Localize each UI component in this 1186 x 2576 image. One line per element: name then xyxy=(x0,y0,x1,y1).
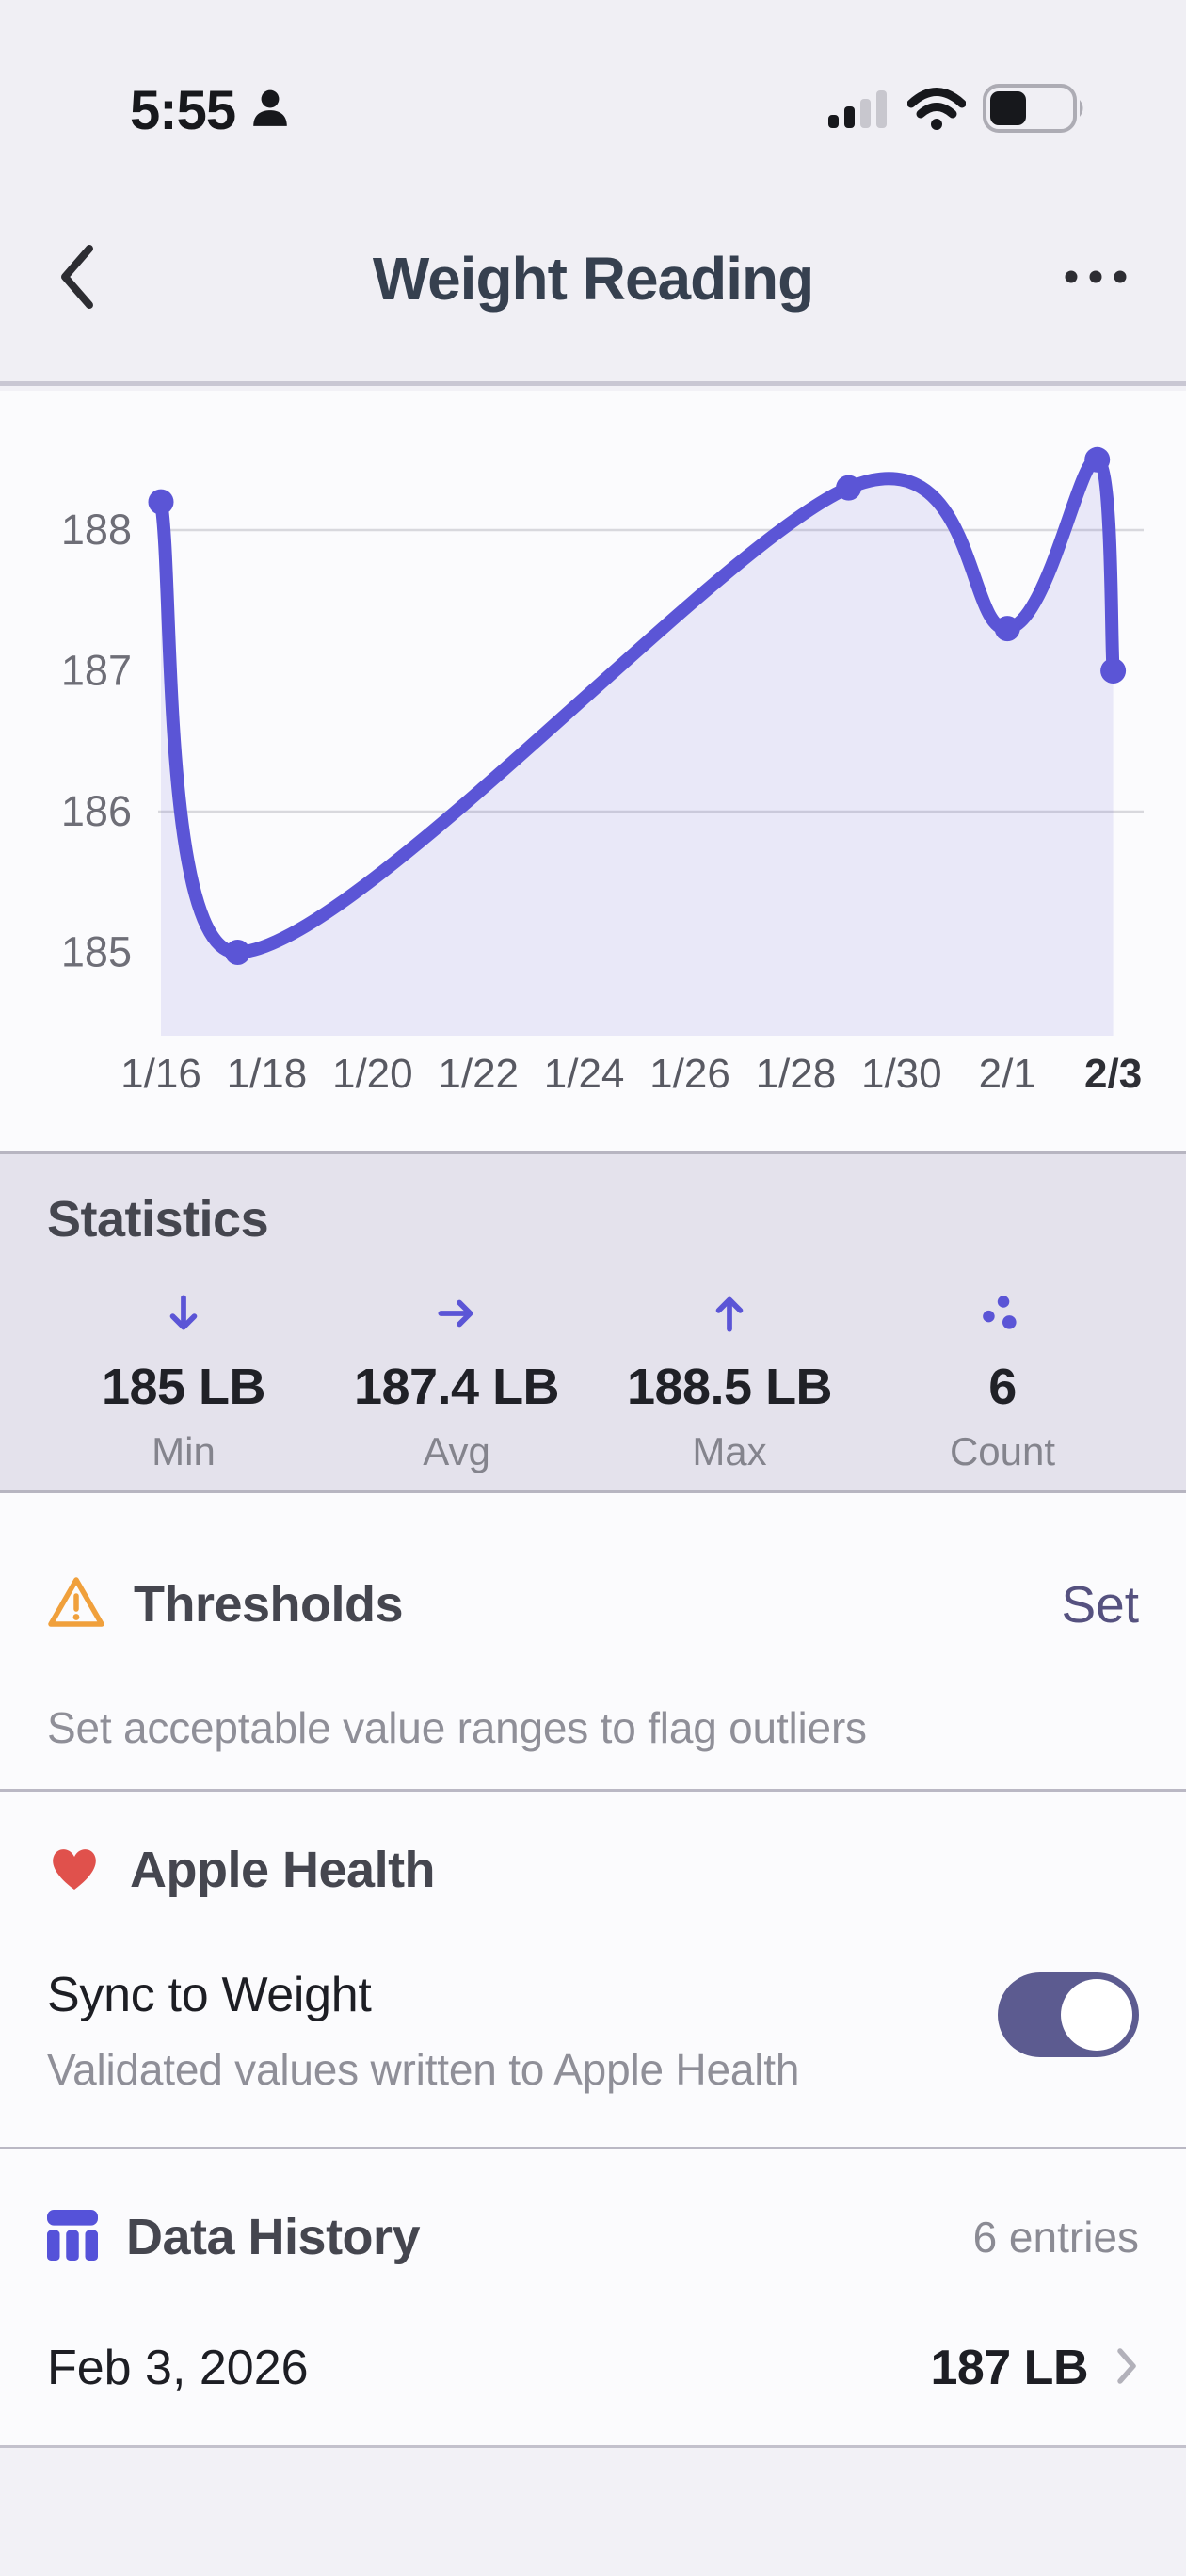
battery-icon xyxy=(983,83,1088,137)
heart-icon xyxy=(47,1843,102,1898)
x-tick-label: 1/20 xyxy=(332,1051,413,1097)
statistics-section: Statistics 185 LB Min 187.4 LB Avg 188.5 LB M… xyxy=(0,1151,1186,1490)
x-tick-label: 1/24 xyxy=(544,1051,625,1097)
dots-icon xyxy=(979,1290,1026,1337)
page-title: Weight Reading xyxy=(372,245,814,313)
stat-count: 6 Count xyxy=(866,1290,1139,1474)
nav-bar: Weight Reading xyxy=(0,233,1186,324)
weight-chart: 188 187 186 185 1/16 1/18 1/20 1/22 1/24 1/26 1/28… xyxy=(0,391,1186,1151)
arrow-down-icon xyxy=(160,1290,207,1337)
arrow-right-icon xyxy=(433,1290,480,1337)
stat-label: Min xyxy=(152,1429,216,1473)
chevron-right-icon xyxy=(1114,2345,1139,2391)
stat-label: Max xyxy=(692,1429,767,1473)
history-value: 187 LB xyxy=(930,2341,1088,2395)
y-tick-label: 185 xyxy=(61,928,132,976)
table-icon xyxy=(47,2209,98,2265)
data-history-section: Data History 6 entries Feb 3, 2026 187 LB xyxy=(0,2147,1186,2448)
data-point xyxy=(1084,446,1111,473)
data-history-title: Data History xyxy=(126,2209,421,2265)
status-time: 5:55 xyxy=(130,79,236,141)
x-tick-label: 2/3 xyxy=(1084,1051,1142,1097)
wifi-icon xyxy=(906,86,967,136)
y-tick-label: 188 xyxy=(61,506,132,554)
thresholds-description: Set acceptable value ranges to flag outl… xyxy=(47,1703,867,1752)
sync-toggle-label: Sync to Weight xyxy=(47,1968,372,2022)
history-row[interactable]: Feb 3, 2026 187 LB xyxy=(47,2340,1139,2396)
stat-max: 188.5 LB Max xyxy=(593,1290,866,1474)
data-point xyxy=(836,475,862,501)
x-tick-label: 2/1 xyxy=(979,1051,1036,1097)
x-tick-label: 1/18 xyxy=(227,1051,308,1097)
set-thresholds-button[interactable]: Set xyxy=(1061,1575,1139,1634)
x-tick-label: 1/26 xyxy=(649,1051,730,1097)
apple-health-title: Apple Health xyxy=(130,1842,436,1898)
y-tick-label: 187 xyxy=(61,647,132,695)
signal-icon xyxy=(828,87,890,135)
stat-value: 187.4 LB xyxy=(353,1359,560,1415)
data-point xyxy=(148,489,174,515)
thresholds-title: Thresholds xyxy=(134,1576,404,1633)
stat-value: 188.5 LB xyxy=(626,1359,833,1415)
stat-min: 185 LB Min xyxy=(47,1290,320,1474)
ellipsis-icon xyxy=(1062,267,1130,291)
entries-count: 6 entries xyxy=(972,2213,1139,2262)
chevron-left-icon xyxy=(56,243,96,315)
stat-label: Count xyxy=(949,1429,1056,1473)
history-rows: Feb 3, 2026 187 LB xyxy=(47,2340,1139,2396)
area-fill xyxy=(161,459,1114,1036)
stat-value: 6 xyxy=(988,1359,1017,1415)
status-bar: 5:55 xyxy=(0,77,1186,143)
arrow-up-icon xyxy=(706,1290,753,1337)
data-point xyxy=(1100,658,1127,684)
x-tick-label: 1/28 xyxy=(756,1051,837,1097)
x-tick-label: 1/16 xyxy=(120,1051,201,1097)
stat-value: 185 LB xyxy=(101,1359,266,1415)
data-point xyxy=(225,940,250,965)
sync-toggle[interactable] xyxy=(998,1972,1139,2057)
x-tick-label: 1/30 xyxy=(861,1051,942,1097)
apple-health-section: Apple Health Sync to Weight Validated va… xyxy=(0,1789,1186,2147)
stat-avg: 187.4 LB Avg xyxy=(320,1290,593,1474)
person-icon xyxy=(248,87,292,135)
warning-icon xyxy=(47,1575,105,1634)
more-options-button[interactable] xyxy=(1045,267,1130,291)
thresholds-section: Thresholds Set Set acceptable value rang… xyxy=(0,1490,1186,1789)
statistics-grid: 185 LB Min 187.4 LB Avg 188.5 LB Max 6 Count xyxy=(47,1290,1139,1474)
history-date: Feb 3, 2026 xyxy=(47,2341,309,2395)
sync-toggle-description: Validated values written to Apple Health xyxy=(47,2045,800,2094)
stat-label: Avg xyxy=(423,1429,490,1473)
header: 5:55 xyxy=(0,0,1186,386)
line-chart: 188 187 186 185 1/16 1/18 1/20 1/22 1/24 1/26 1/28… xyxy=(61,446,1144,1097)
y-tick-label: 186 xyxy=(61,787,132,835)
toggle-knob xyxy=(1061,1979,1132,2051)
x-tick-label: 1/22 xyxy=(438,1051,519,1097)
data-point xyxy=(994,616,1020,642)
statistics-title: Statistics xyxy=(47,1191,269,1248)
back-button[interactable] xyxy=(56,243,141,315)
